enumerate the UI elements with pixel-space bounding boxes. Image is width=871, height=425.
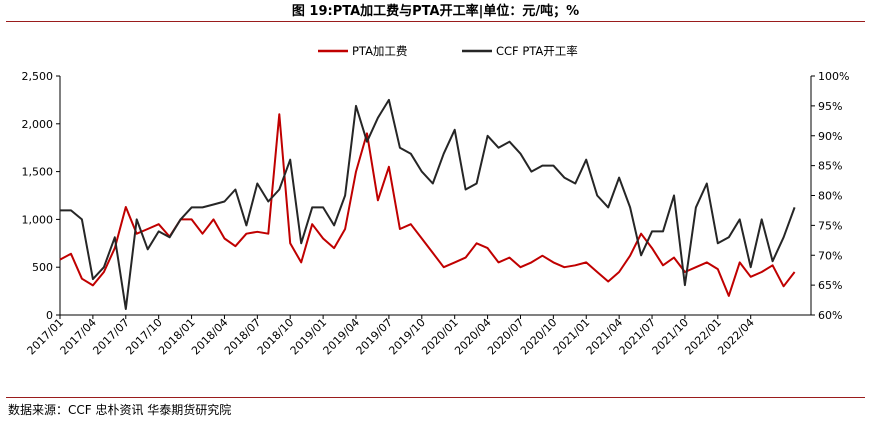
y-right-tick-label: 70% xyxy=(818,249,842,262)
title-rule xyxy=(6,21,865,22)
chart-area: 0 500 1,000 1,500 2,000 2,500 60% 65% 70% 75% 80% 8… xyxy=(22,44,850,357)
y-left-tick-label: 1,000 xyxy=(22,213,54,226)
chart-legend: PTA加工费 CCF PTA开工率 xyxy=(318,44,578,58)
y-right-tick-label: 75% xyxy=(818,219,842,232)
y-right-tick-label: 85% xyxy=(818,160,842,173)
series-line-pta-fee xyxy=(59,113,796,297)
chart-axes: 0 500 1,000 1,500 2,000 2,500 60% 65% 70% 75% 80% 8… xyxy=(22,70,850,357)
y-right-tick-label: 80% xyxy=(818,190,842,203)
y-left-tick-label: 2,000 xyxy=(22,118,54,131)
y-left-tick-label: 1,500 xyxy=(22,166,54,179)
y-left-tick-label: 500 xyxy=(32,261,53,274)
series-line-ccf-rate xyxy=(60,98,796,310)
y-right-tick-label: 90% xyxy=(818,130,842,143)
footer-rule xyxy=(6,397,865,398)
x-tick-label: 2022/04 xyxy=(715,316,757,358)
legend-label: CCF PTA开工率 xyxy=(496,44,578,58)
data-source: 数据来源：CCF 忠朴资讯 华泰期货研究院 xyxy=(8,403,232,417)
y-right-tick-label: 95% xyxy=(818,100,842,113)
chart-series xyxy=(59,98,796,310)
y-right-tick-label: 100% xyxy=(818,70,849,83)
chart-title: 图 19:PTA加工费与PTA开工率|单位：元/吨；% xyxy=(291,4,580,19)
chart-title-bar: 图 19:PTA加工费与PTA开工率|单位：元/吨；% xyxy=(0,0,871,22)
y-right-tick-label: 60% xyxy=(818,309,842,322)
y-left-tick-label: 2,500 xyxy=(22,70,54,83)
y-right-tick-label: 65% xyxy=(818,279,842,292)
legend-label: PTA加工费 xyxy=(352,44,407,58)
y-left-tick-label: 0 xyxy=(46,309,53,322)
